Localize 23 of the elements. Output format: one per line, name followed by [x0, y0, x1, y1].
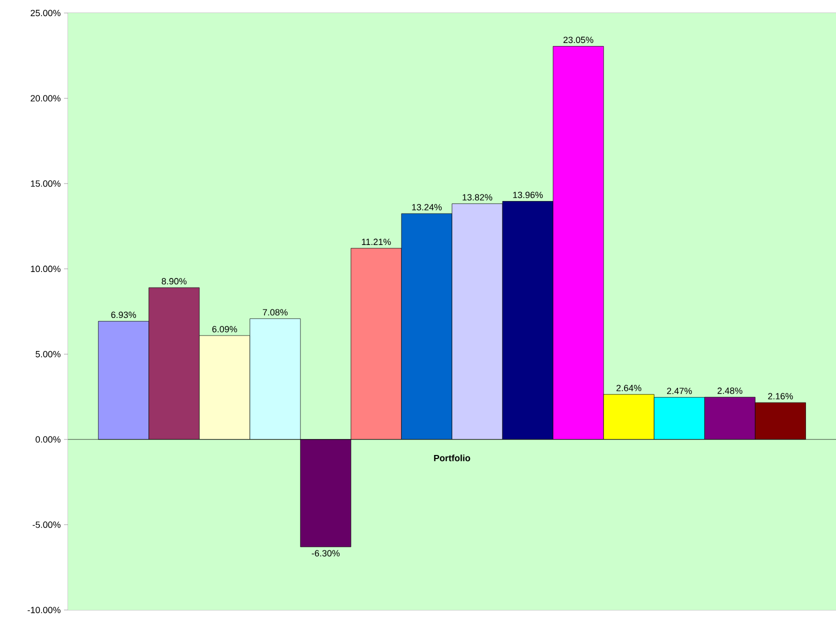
data-label: 11.21% — [362, 238, 391, 246]
data-label: 2.47% — [667, 388, 692, 394]
data-label: 6.09% — [212, 326, 238, 332]
data-label: 23.05% — [564, 36, 594, 44]
y-tick-label: 5.00% — [36, 350, 60, 358]
data-label: 13.96% — [513, 192, 543, 198]
y-tick-label: 25.00% — [30, 10, 60, 16]
data-label: 13.82% — [462, 194, 492, 201]
y-tick-label: 20.00% — [30, 95, 60, 102]
y-tick-label: -10.00% — [28, 606, 60, 614]
y-tick-label: 0.00% — [36, 436, 60, 443]
data-label: -6.30% — [312, 550, 340, 556]
y-tick-label: 15.00% — [30, 180, 60, 187]
y-tick-label: 10.00% — [30, 266, 60, 272]
data-label: 2.48% — [718, 388, 742, 394]
data-label: 6.93% — [111, 312, 136, 318]
data-label: 2.16% — [768, 393, 793, 400]
y-tick-label: -5.00% — [32, 522, 60, 528]
data-label: 8.90% — [162, 278, 187, 284]
data-label: 13.24% — [412, 204, 442, 210]
x-axis-title: Portfolio — [434, 454, 470, 462]
data-label: 2.64% — [616, 384, 642, 392]
data-label: 7.08% — [262, 309, 288, 316]
